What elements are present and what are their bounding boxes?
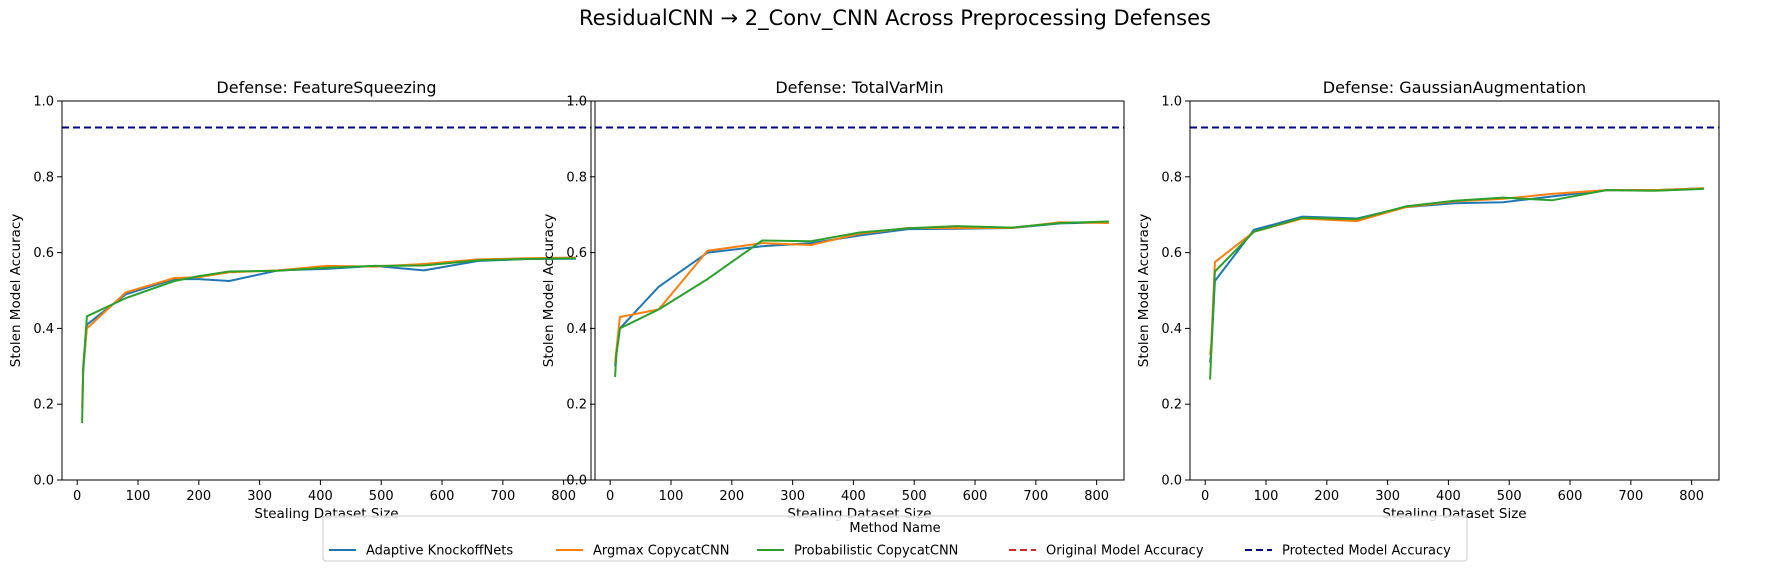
legend-label: Adaptive KnockoffNets bbox=[366, 544, 513, 559]
x-tick-label: 600 bbox=[963, 489, 988, 504]
x-tick-label: 600 bbox=[430, 489, 455, 504]
x-tick-label: 200 bbox=[719, 489, 744, 504]
legend: Method Name Adaptive KnockoffNets Argmax C… bbox=[322, 515, 1468, 562]
series-line bbox=[1209, 187, 1704, 363]
series-line bbox=[81, 256, 576, 409]
y-tick-label: 0.8 bbox=[33, 170, 54, 185]
subplot-title: Defense: TotalVarMin bbox=[775, 78, 943, 97]
y-tick-label: 1.0 bbox=[33, 95, 54, 110]
series-line bbox=[1209, 187, 1704, 356]
y-tick-label: 0.4 bbox=[566, 322, 587, 337]
subplot-title: Defense: FeatureSqueezing bbox=[216, 78, 436, 97]
plot-frame bbox=[594, 100, 1125, 481]
y-tick-label: 0.8 bbox=[1161, 170, 1182, 185]
x-tick-label: 800 bbox=[1084, 489, 1109, 504]
subplot-1: Defense: FeatureSqueezing 0 100 200 300 400 50… bbox=[8, 78, 592, 522]
y-tick-label: 0.6 bbox=[1161, 246, 1182, 261]
x-tick-label: 100 bbox=[659, 489, 684, 504]
x-tick-label: 700 bbox=[1618, 489, 1643, 504]
x-tick-label: 200 bbox=[1314, 489, 1339, 504]
plot-frame bbox=[61, 100, 592, 481]
y-tick-label: 0.0 bbox=[566, 474, 587, 489]
y-tick-label: 0.6 bbox=[566, 246, 587, 261]
x-tick-label: 300 bbox=[780, 489, 805, 504]
subplot-2: Defense: TotalVarMin 0 100 200 300 400 500 600 7… bbox=[541, 78, 1125, 522]
x-tick-label: 700 bbox=[490, 489, 515, 504]
y-tick-label: 0.2 bbox=[566, 398, 587, 413]
x-tick-label: 500 bbox=[902, 489, 927, 504]
y-tick-label: 0.8 bbox=[566, 170, 587, 185]
y-tick-label: 0.4 bbox=[1161, 322, 1182, 337]
x-tick-label: 0 bbox=[1201, 489, 1209, 504]
y-tick-label: 0.2 bbox=[1161, 398, 1182, 413]
legend-label: Original Model Accuracy bbox=[1046, 544, 1204, 559]
x-tick-label: 300 bbox=[247, 489, 272, 504]
x-tick-label: 600 bbox=[1558, 489, 1583, 504]
legend-box bbox=[322, 515, 1468, 562]
y-axis-label: Stolen Model Accuracy bbox=[8, 214, 24, 367]
x-tick-label: 500 bbox=[1497, 489, 1522, 504]
series-line bbox=[82, 257, 576, 372]
x-tick-label: 0 bbox=[73, 489, 81, 504]
x-tick-label: 700 bbox=[1023, 489, 1048, 504]
x-tick-label: 0 bbox=[606, 489, 614, 504]
series-line bbox=[1209, 187, 1704, 380]
y-tick-label: 0.4 bbox=[33, 322, 54, 337]
plot-frame bbox=[1189, 100, 1720, 481]
x-tick-label: 500 bbox=[369, 489, 394, 504]
subplot-panels: Defense: FeatureSqueezing 0 100 200 300 400 50… bbox=[8, 78, 1720, 522]
legend-label: Argmax CopycatCNN bbox=[593, 544, 729, 559]
x-tick-label: 300 bbox=[1375, 489, 1400, 504]
legend-label: Protected Model Accuracy bbox=[1282, 544, 1451, 559]
figure-title: ResidualCNN → 2_Conv_CNN Across Preproce… bbox=[579, 6, 1211, 31]
series-line bbox=[614, 221, 1109, 367]
subplot-title: Defense: GaussianAugmentation bbox=[1323, 78, 1586, 97]
subplot-3: Defense: GaussianAugmentation 0 100 200 300 4… bbox=[1136, 78, 1720, 522]
x-tick-label: 400 bbox=[1436, 489, 1461, 504]
x-tick-label: 200 bbox=[186, 489, 211, 504]
x-tick-label: 100 bbox=[126, 489, 151, 504]
y-tick-label: 0.6 bbox=[33, 246, 54, 261]
x-tick-label: 800 bbox=[551, 489, 576, 504]
y-axis-label: Stolen Model Accuracy bbox=[541, 214, 557, 367]
x-tick-label: 100 bbox=[1254, 489, 1279, 504]
series-line bbox=[614, 220, 1109, 377]
y-tick-label: 0.0 bbox=[33, 474, 54, 489]
y-tick-label: 1.0 bbox=[1161, 95, 1182, 110]
x-tick-label: 400 bbox=[841, 489, 866, 504]
y-tick-label: 1.0 bbox=[566, 95, 587, 110]
y-axis-label: Stolen Model Accuracy bbox=[1136, 214, 1152, 367]
series-line bbox=[81, 257, 576, 424]
x-tick-label: 400 bbox=[308, 489, 333, 504]
y-tick-label: 0.0 bbox=[1161, 474, 1182, 489]
legend-title: Method Name bbox=[849, 521, 940, 536]
y-tick-label: 0.2 bbox=[33, 398, 54, 413]
x-tick-label: 800 bbox=[1679, 489, 1704, 504]
legend-label: Probabilistic CopycatCNN bbox=[794, 544, 958, 559]
series-line bbox=[614, 221, 1109, 363]
